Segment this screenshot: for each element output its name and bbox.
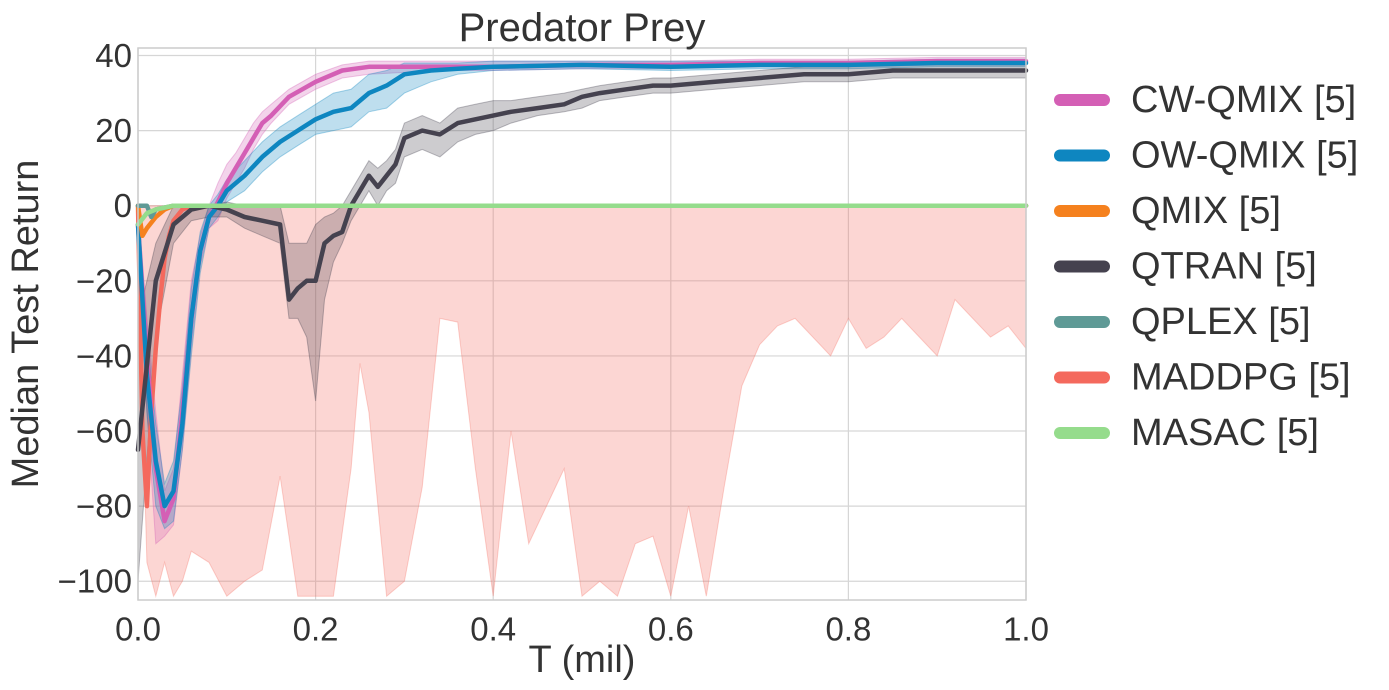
legend-label-qmix-5: QMIX [5] [1131,190,1281,232]
series-line-ow-qmix-5 [135,60,1029,509]
chart-title: Predator Prey [459,6,706,50]
x-axis-label: T (mil) [529,639,636,681]
series-line-masac-5 [135,203,1029,227]
x-tick-label: 0.4 [470,611,516,648]
y-tick-label: −40 [76,337,132,374]
legend-label-ow-qmix-5: OW-QMIX [5] [1131,135,1358,177]
legend-label-qplex-5: QPLEX [5] [1131,301,1311,343]
legend: CW-QMIX [5] OW-QMIX [5] QMIX [5] QTRAN [5] Q… [1054,79,1358,454]
y-tick-label: 40 [95,37,132,74]
x-tick-label: 0.8 [825,611,871,648]
y-tick-label: −20 [76,262,132,299]
y-axis-label: Median Test Return [5,160,47,489]
legend-label-maddpg-5: MADDPG [5] [1131,357,1351,399]
series-line-qtran-5 [135,68,1029,453]
x-tick-label: 0.0 [115,611,161,648]
y-tick-label: −100 [58,563,132,600]
legend-label-cw-qmix-5: CW-QMIX [5] [1131,79,1356,121]
y-tick-label: −80 [76,488,132,525]
x-tick-label: 0.2 [293,611,339,648]
y-tick-label: −60 [76,413,132,450]
series-lines [135,58,1029,524]
legend-label-masac-5: MASAC [5] [1131,412,1319,454]
x-tick-label: 0.6 [648,611,694,648]
x-tick-label: 1.0 [1003,611,1049,648]
tick-labels: 0.0 0.2 0.4 0.6 0.8 1.0 40 20 0 −20 −40 −60 −80 −100 [58,37,1049,647]
y-tick-label: 0 [114,187,132,224]
plot-frame [137,47,1027,601]
legend-label-qtran-5: QTRAN [5] [1131,246,1317,288]
y-tick-label: 20 [95,112,132,149]
